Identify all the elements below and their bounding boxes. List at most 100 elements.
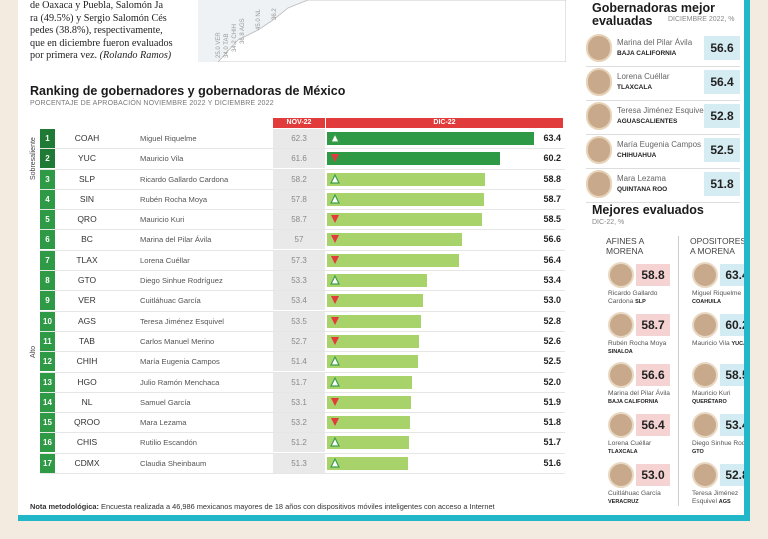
nov-value: 51.2: [273, 433, 325, 453]
methodology-note: Nota metodológica: Encuesta realizada a …: [30, 502, 495, 511]
nov-value: 58.7: [273, 210, 325, 230]
state-cell: COAH: [74, 133, 100, 143]
state-cell: HGO: [77, 376, 97, 387]
nov-value: 51.7: [273, 372, 325, 392]
column-header-nov: NOV-22: [273, 118, 325, 128]
governor-name: Mauricio Kuri: [140, 215, 185, 225]
rank-cell: 2: [40, 149, 55, 169]
avatar: [692, 362, 718, 388]
nov-value: 58.2: [273, 169, 325, 189]
table-row: 11 TAB Carlos Manuel Merino 52.7 52.6: [40, 331, 565, 353]
card-state: QUINTANA ROO: [617, 186, 668, 193]
governor-name: Ricardo Gallardo Cardona: [140, 174, 229, 184]
table-row: 1 COAH Miguel Riquelme 62.3 63.4: [40, 129, 565, 150]
best-card-right: 60.2 Mauricio Vila YUCATÁN: [692, 312, 744, 367]
state-cell: SIN: [79, 193, 95, 204]
avatar: [608, 362, 634, 388]
nov-value: 57.3: [273, 250, 325, 270]
dic-bar: [327, 274, 427, 288]
dic-bar: [327, 456, 408, 470]
table-row: 2 YUC Mauricio Vila 61.6 60.2: [40, 149, 565, 170]
best-card-left: 58.7 Rubén Rocha Moya SINALOA: [608, 312, 678, 367]
dic-value: 51.6: [543, 457, 561, 468]
best-left-header: AFINES A MORENA: [606, 236, 645, 256]
dic-bar: [327, 314, 421, 328]
rank-cell: 8: [40, 271, 55, 291]
nov-value: 53.3: [273, 271, 325, 291]
intro-line: que en diciembre fueron evaluados: [30, 37, 173, 49]
avatar: [608, 412, 634, 438]
women-subtitle: DICIEMBRE 2022, %: [668, 16, 735, 23]
card-state: BAJA CALIFORNIA: [617, 50, 677, 57]
dic-value: 56.4: [543, 254, 561, 265]
card-name: Marina del Pilar Ávila: [608, 390, 670, 397]
trend-down-icon: [331, 336, 339, 345]
divider: [586, 66, 740, 67]
infographic-page: de Oaxaca y Puebla, Salomón Ja ra (49.5%…: [18, 0, 750, 521]
table-row: 7 TLAX Lorena Cuéllar 57.3 56.4: [40, 250, 565, 272]
dic-bar: [327, 253, 459, 267]
trend-down-icon: [331, 296, 339, 305]
dic-value: 52.6: [543, 335, 561, 346]
tick-label: 25.0 VER: [216, 32, 222, 58]
trend-down-icon: [331, 316, 339, 325]
card-value: 60.2: [720, 314, 744, 336]
card-value: 52.5: [704, 138, 740, 162]
tick-label: 45.0 NL: [256, 8, 262, 30]
dic-bar: [327, 233, 462, 247]
tick-label: 34.2 CHIH: [232, 24, 238, 52]
table-row: 3 SLP Ricardo Gallardo Cardona 58.2 58.8: [40, 169, 565, 190]
women-card: María Eugenia Campos CHIHUAHUA 52.5: [586, 136, 740, 169]
rank-cell: 1: [40, 129, 55, 148]
category-label-top: Sobresaliente: [30, 137, 37, 180]
governor-name: Carlos Manuel Merino: [140, 336, 215, 346]
card-state: TLAXCALA: [608, 449, 638, 455]
card-caption: Rubén Rocha Moya SINALOA: [608, 340, 680, 356]
dic-value: 51.8: [543, 417, 561, 428]
state-cell: CHIH: [76, 356, 98, 367]
governor-name: Teresa Jiménez Esquivel: [140, 316, 224, 326]
dic-bar: [327, 436, 409, 450]
avatar: [586, 34, 612, 62]
card-value: 51.8: [704, 172, 740, 196]
card-value: 58.7: [636, 314, 670, 336]
best-card-right: 58.5 Mauricio Kuri QUERÉTARO: [692, 362, 744, 417]
dic-value: 53.0: [543, 295, 561, 306]
card-name: Mara Lezama: [617, 174, 666, 183]
rank-cell: 4: [40, 189, 55, 209]
governor-name: Lorena Cuéllar: [140, 255, 190, 265]
avatar: [692, 312, 718, 338]
rank-cell: 3: [40, 169, 55, 189]
trend-down-icon: [331, 418, 339, 427]
category-axis: Sobresaliente Alto: [30, 128, 40, 479]
card-caption: Lorena Cuéllar TLAXCALA: [608, 440, 680, 456]
card-state: CHIHUAHUA: [617, 152, 657, 159]
nov-value: 51.4: [273, 352, 325, 372]
trend-up-icon: [330, 437, 340, 448]
dic-bar: [327, 375, 412, 389]
state-cell: YUC: [78, 153, 96, 164]
card-state: TLAXCALA: [617, 84, 653, 91]
dic-bar: [327, 172, 485, 186]
avatar: [586, 102, 612, 130]
avatar: [608, 462, 634, 488]
card-value: 56.6: [636, 364, 670, 386]
governor-name: Claudia Sheinbaum: [140, 458, 207, 468]
card-state: VERACRUZ: [608, 499, 639, 505]
table-row: 8 GTO Diego Sinhue Rodríguez 53.3 53.4: [40, 271, 565, 292]
card-state: GTO: [692, 449, 704, 455]
rank-cell: 6: [40, 230, 55, 250]
dic-value: 52.0: [543, 376, 561, 387]
women-title: Gobernadoras mejor evaluadas: [592, 1, 715, 28]
women-card: Lorena Cuéllar TLAXCALA 56.4: [586, 68, 740, 101]
nov-value: 53.2: [273, 413, 325, 433]
right-column: Gobernadoras mejor evaluadas DICIEMBRE 20…: [578, 0, 744, 515]
ranking-title: Ranking de gobernadores y gobernadoras d…: [30, 84, 346, 98]
divider: [586, 100, 740, 101]
nov-value: 57: [273, 230, 325, 250]
rank-cell: 5: [40, 210, 55, 230]
card-state: AGS: [718, 499, 731, 505]
best-card-right: 53.4 Diego Sinhue Rodríguez GTO: [692, 412, 744, 467]
card-caption: Cuitláhuac García VERACRUZ: [608, 490, 680, 506]
trend-up-icon: [330, 356, 340, 366]
